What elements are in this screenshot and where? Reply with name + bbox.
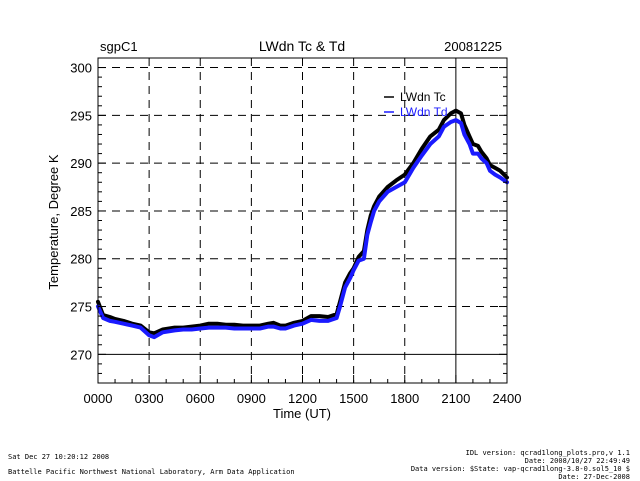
y-tick-label: 285 <box>70 204 92 219</box>
x-tick-label: 0300 <box>135 391 164 406</box>
x-tick-label: 0900 <box>237 391 266 406</box>
x-tick-label: 1800 <box>390 391 419 406</box>
x-tick-label: 2100 <box>441 391 470 406</box>
footer-data-date: Date: 27-Dec-2008 <box>558 473 630 481</box>
series-layer <box>96 108 509 340</box>
x-tick-label: 2400 <box>493 391 522 406</box>
series-line-td <box>96 118 509 340</box>
y-tick-label: 280 <box>70 252 92 267</box>
x-tick-label: 1200 <box>288 391 317 406</box>
footer-idl-date: Date: 2008/10/27 22:49:49 <box>524 457 630 465</box>
legend-label-tc: LWdn Tc <box>400 90 446 104</box>
y-tick-label: 270 <box>70 347 92 362</box>
y-tick-label: 275 <box>70 300 92 315</box>
y-tick-label: 300 <box>70 61 92 76</box>
chart-title: LWdn Tc & Td <box>259 38 345 54</box>
footer-data-version: Data version: $State: vap-qcrad1long-3.8… <box>410 465 630 473</box>
tick-marks <box>97 67 508 383</box>
footer-timestamp: Sat Dec 27 10:20:12 2008 <box>8 453 110 461</box>
x-tick-labels: 0000 0300 0600 0900 1200 1500 1800 2100 2400 <box>84 391 522 406</box>
y-axis-label: Temperature, Degree K <box>46 154 61 289</box>
footer-lab: Battelle Pacific Northwest National Labo… <box>8 468 295 476</box>
site-label: sgpC1 <box>100 39 138 54</box>
legend-label-td: LWdn Td <box>400 105 448 119</box>
y-tick-labels: 270 275 280 285 290 295 300 <box>70 61 92 363</box>
date-label: 20081225 <box>444 39 502 54</box>
x-tick-label: 0000 <box>84 391 113 406</box>
x-tick-label: 0600 <box>186 391 215 406</box>
x-tick-label: 1500 <box>339 391 368 406</box>
legend: LWdn Tc LWdn Td <box>384 90 448 119</box>
footer-idl-version: IDL version: qcrad1long_plots.pro,v 1.1 <box>465 449 630 457</box>
y-tick-label: 295 <box>70 108 92 123</box>
y-tick-label: 290 <box>70 156 92 171</box>
x-axis-label: Time (UT) <box>273 406 331 421</box>
